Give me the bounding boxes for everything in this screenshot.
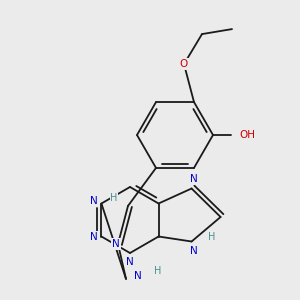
Text: N: N	[134, 271, 142, 281]
Text: H: H	[154, 266, 162, 276]
Text: H: H	[110, 193, 118, 203]
Text: N: N	[190, 175, 197, 184]
Text: N: N	[190, 245, 197, 256]
Text: N: N	[89, 232, 97, 242]
Text: N: N	[126, 257, 134, 267]
Text: N: N	[89, 196, 97, 206]
Text: OH: OH	[239, 130, 255, 140]
Text: N: N	[112, 239, 120, 249]
Text: H: H	[208, 232, 215, 242]
Text: O: O	[180, 59, 188, 69]
